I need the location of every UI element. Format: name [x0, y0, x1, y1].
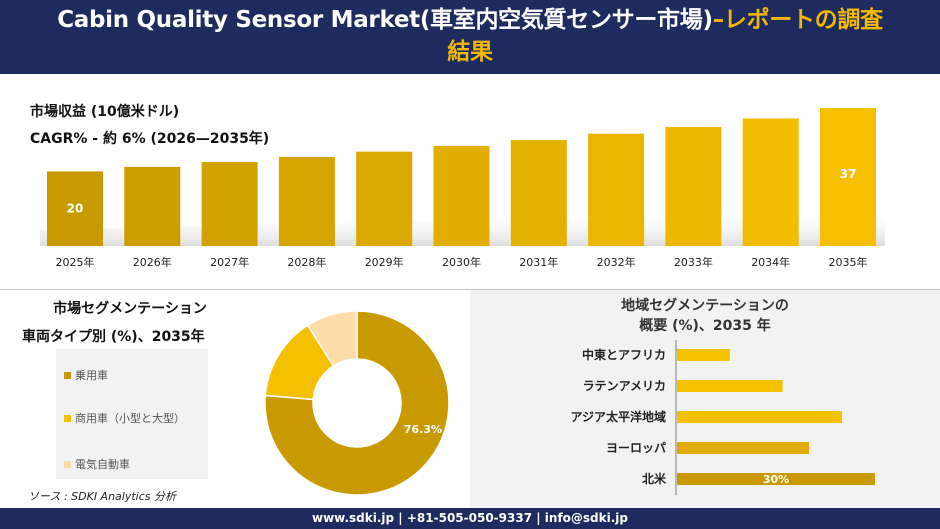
region-label-3: アジア太平洋地域 [570, 409, 666, 424]
legend-label-commercial: 商用車（小型と大型） [75, 412, 185, 425]
revenue-bar-9 [665, 127, 722, 246]
revenue-bar-2 [124, 166, 181, 246]
donut-data-label-passenger: 76.3% [404, 423, 442, 436]
revenue-bar-11 [820, 108, 876, 246]
revenue-bar-5 [356, 151, 413, 246]
revenue-x-tick-8: 2032年 [597, 255, 636, 269]
legend-swatch-commercial [64, 414, 71, 422]
region-label-2: ラテンアメリカ [583, 379, 666, 393]
header-title-dash: – [712, 7, 725, 33]
region-bar-3 [677, 411, 842, 423]
revenue-x-tick-2: 2026年 [133, 255, 172, 269]
revenue-bar-1 [47, 171, 103, 246]
revenue-x-tick-6: 2030年 [442, 255, 481, 269]
revenue-data-label-11: 37 [840, 167, 857, 181]
revenue-bar-chart: 2025年 20 2026年 2027年 2028年 2029年 2030年 2031年 203… [40, 108, 885, 269]
region-bar-5 [677, 473, 875, 485]
header-title-main: Cabin Quality Sensor Market(車室内空気質センサー市場… [57, 7, 713, 33]
revenue-bar-10 [742, 118, 799, 246]
legend-swatch-ev [64, 460, 71, 468]
region-panel-bg [470, 290, 940, 508]
vehicle-type-donut-chart: 76.3% [265, 310, 450, 496]
header-title-accent-1: レポートの調査 [723, 7, 883, 33]
donut-slice-passenger [265, 310, 450, 496]
segment-subtitle: 車両タイプ別 (%)、2035年 [22, 329, 205, 345]
footer-contact: www.sdki.jp | +81-505-050-9337 | info@sd… [0, 508, 940, 529]
revenue-x-tick-9: 2033年 [674, 255, 713, 269]
revenue-x-tick-3: 2027年 [210, 255, 249, 269]
header-title-line-1: Cabin Quality Sensor Market(車室内空気質センサー市場… [0, 4, 940, 36]
legend-label-passenger: 乗用車 [75, 369, 108, 382]
revenue-data-label-1: 20 [67, 202, 84, 216]
donut-slice-ev [306, 310, 358, 367]
legend-item-passenger: 乗用車 [64, 367, 108, 383]
region-label-4: ヨーロッパ [606, 441, 666, 455]
region-data-label-5: 30% [763, 473, 789, 486]
region-label-5: 北米 [642, 471, 667, 486]
legend-item-ev: 電気自動車 [64, 456, 130, 472]
revenue-bar-8 [588, 133, 645, 246]
source-note: ソース : SDKI Analytics 分析 [28, 490, 177, 503]
report-header: Cabin Quality Sensor Market(車室内空気質センサー市場… [0, 0, 940, 74]
header-title-accent-2: 結果 [447, 39, 493, 65]
revenue-x-tick-7: 2031年 [519, 255, 558, 269]
revenue-bar-4 [278, 156, 335, 246]
revenue-x-tick-1: 2025年 [56, 255, 95, 269]
section-divider [0, 289, 940, 290]
segment-title: 市場セグメンテーション [53, 301, 207, 317]
revenue-bar-3 [201, 162, 258, 246]
region-title-line-2: 概要 (%)、2035 年 [639, 318, 771, 334]
legend-item-commercial: 商用車（小型と大型） [64, 410, 185, 426]
revenue-x-tick-4: 2028年 [287, 255, 326, 269]
region-bar-2 [677, 380, 783, 392]
revenue-bar-6 [433, 146, 490, 246]
region-bar-4 [677, 442, 809, 454]
region-label-1: 中東とアフリカ [582, 347, 666, 362]
revenue-x-tick-5: 2029年 [365, 255, 404, 269]
revenue-bar-7 [510, 140, 567, 246]
revenue-title: 市場収益 (10億米ドル) [30, 104, 180, 120]
region-title: 地域セグメンテーションの 概要 (%)、2035 年 [470, 296, 940, 336]
revenue-x-tick-11: 2035年 [829, 255, 868, 269]
legend-swatch-passenger [64, 371, 71, 379]
cagr-text: CAGR% - 約 6% (2026—2035年) [30, 131, 270, 147]
region-bar-1 [677, 349, 730, 361]
revenue-x-tick-10: 2034年 [751, 255, 790, 269]
region-title-line-1: 地域セグメンテーションの [621, 298, 789, 314]
donut-legend: 乗用車 商用車（小型と大型） 電気自動車 [56, 349, 208, 479]
legend-label-ev: 電気自動車 [75, 458, 130, 471]
